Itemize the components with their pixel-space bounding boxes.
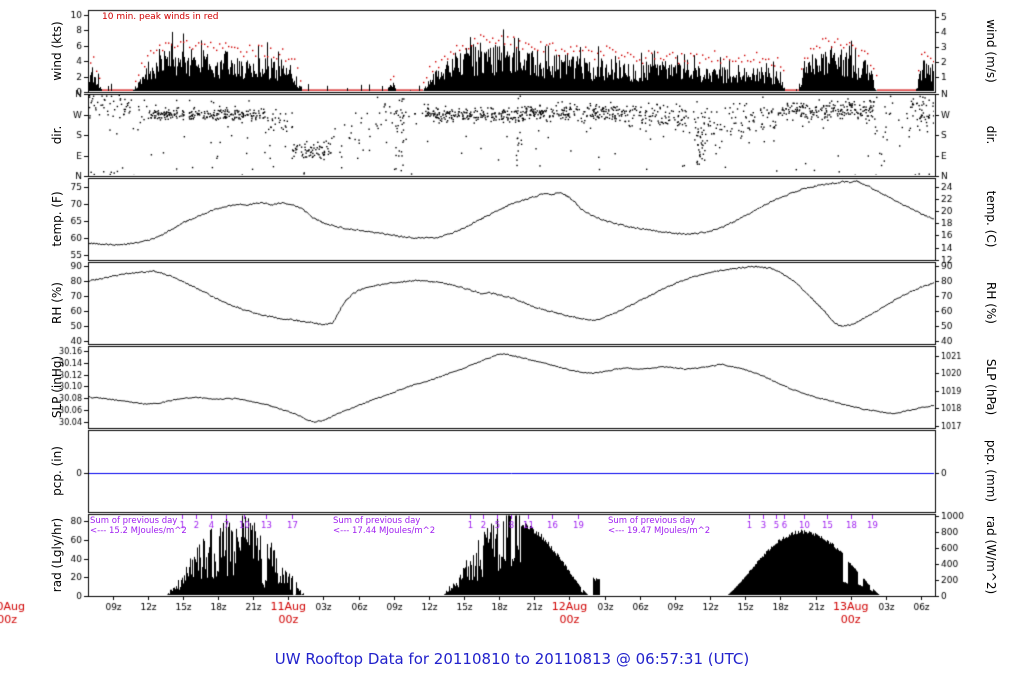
y-axis-title-rad-right: rad (W/m^2) [984, 515, 998, 595]
y-axis-title-temp-left: temp. (F) [50, 191, 64, 247]
radiation-sum-note-line2: <--- 17.44 MJoules/m^2 [333, 526, 436, 536]
y-axis-title-rh-right: RH (%) [984, 282, 998, 324]
y-axis-title-wind-left: wind (kts) [50, 21, 64, 81]
y-axis-title-slp-right: SLP (hPa) [984, 358, 998, 416]
radiation-sum-note-line2: <--- 15.2 MJoules/m^2 [90, 526, 187, 536]
y-axis-title-pcp-right: pcp. (mm) [984, 439, 998, 503]
radiation-sum-note-line2: <--- 19.47 MJoules/m^2 [608, 526, 711, 536]
radiation-sum-note-3: Sum of previous day <--- 19.47 MJoules/m… [608, 516, 710, 536]
radiation-sum-note-line1: Sum of previous day [333, 516, 421, 526]
y-axis-title-dir-left: dir. [50, 125, 64, 145]
chart-title: UW Rooftop Data for 20110810 to 20110813… [274, 650, 750, 668]
y-axis-title-temp-right: temp. (C) [984, 190, 998, 248]
y-axis-title-dir-right: dir. [984, 125, 998, 145]
radiation-sum-note-line1: Sum of previous day [90, 516, 178, 526]
y-axis-title-slp-left: SLP (inHg) [50, 355, 64, 419]
y-axis-title-pcp-left: pcp. (in) [50, 446, 64, 496]
peak-winds-note: 10 min. peak winds in red [102, 12, 219, 22]
y-axis-title-rad-left: rad (Lgly/hr) [50, 517, 64, 593]
radiation-sum-note-line1: Sum of previous day [608, 516, 696, 526]
radiation-sum-note-2: Sum of previous day <--- 17.44 MJoules/m… [333, 516, 435, 536]
y-axis-title-rh-left: RH (%) [50, 282, 64, 324]
y-axis-title-wind-right: wind (m/s) [984, 19, 998, 83]
radiation-sum-note-1: Sum of previous day <--- 15.2 MJoules/m^… [90, 516, 187, 536]
